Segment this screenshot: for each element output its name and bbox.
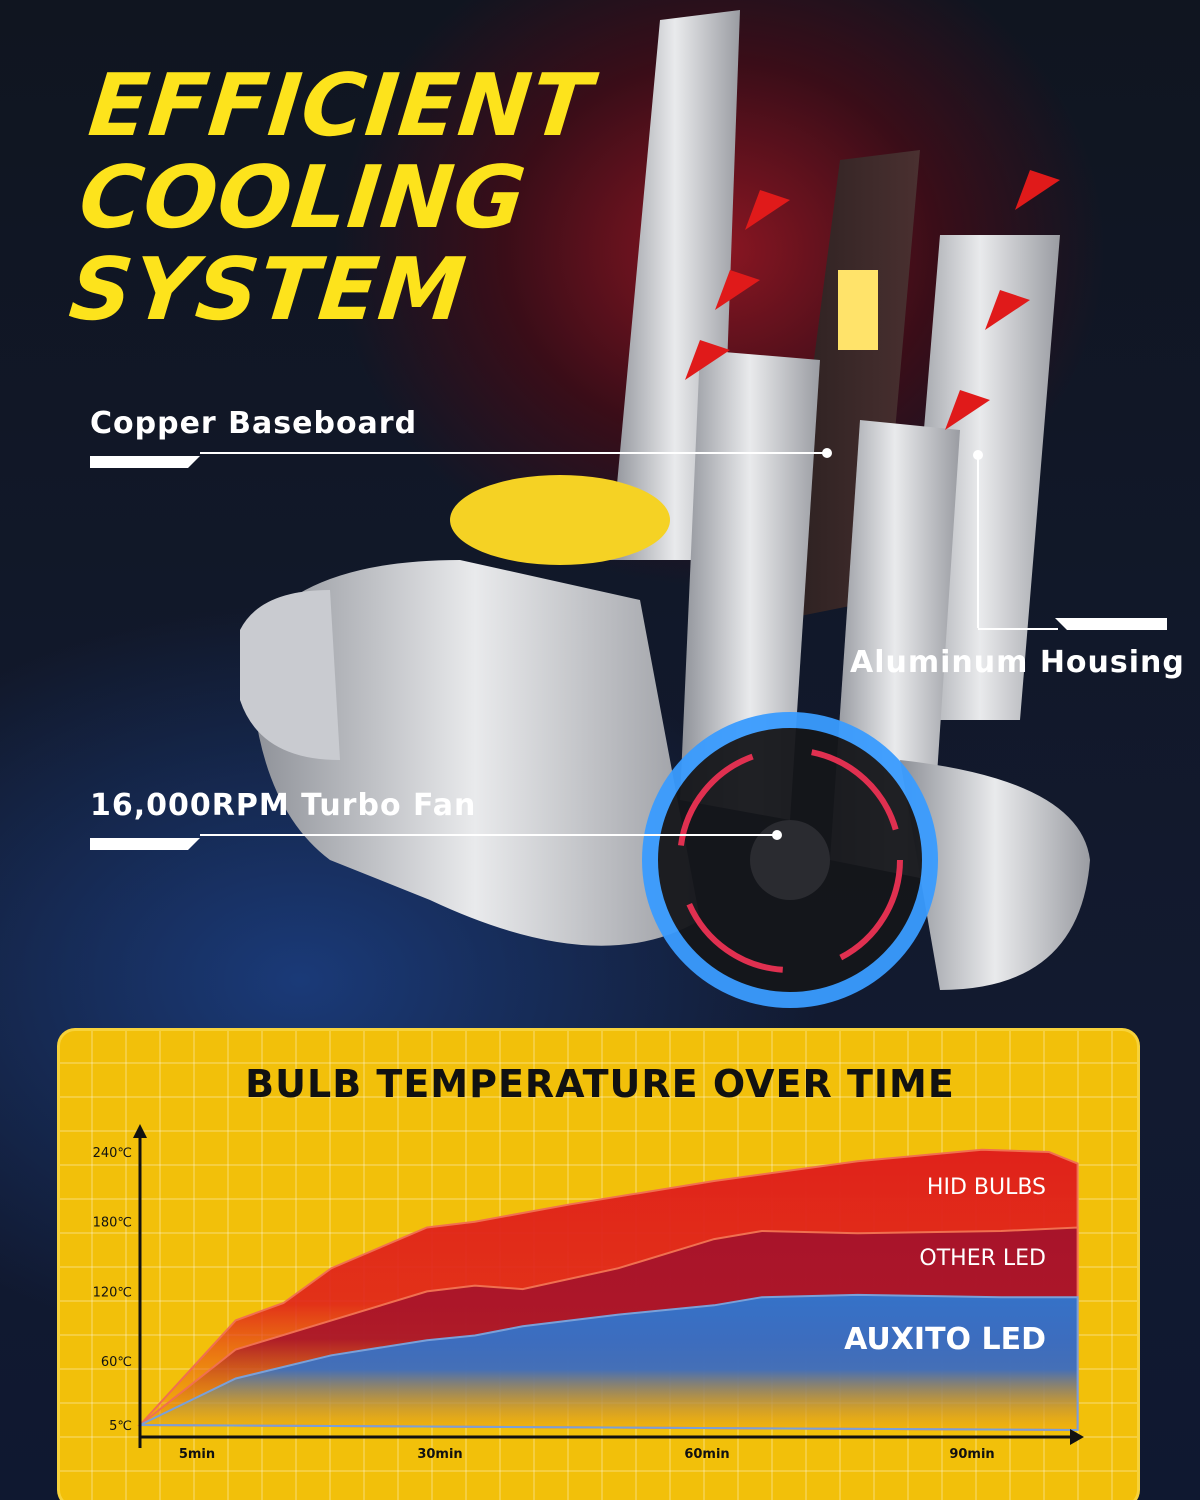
callout-turbo-fan: 16,000RPM Turbo Fan: [90, 788, 477, 823]
callout-aluminum-housing: Aluminum Housing: [850, 645, 1185, 680]
led-bulb-illustration: [240, 10, 1090, 1008]
series-label: HID BULBS: [927, 1175, 1046, 1200]
y-tick-label: 120℃: [93, 1285, 132, 1300]
y-tick-label: 240℃: [93, 1146, 132, 1161]
callout-dot: [822, 448, 832, 458]
callout-line: [200, 834, 775, 836]
x-tick-label: 90min: [949, 1447, 994, 1462]
chart-title: BULB TEMPERATURE OVER TIME: [245, 1062, 955, 1106]
x-tick-label: 30min: [417, 1447, 462, 1462]
series-label: AUXITO LED: [844, 1322, 1046, 1357]
y-axis-arrow: [133, 1124, 147, 1138]
callout-copper-baseboard: Copper Baseboard: [90, 406, 418, 441]
callout-dot: [772, 830, 782, 840]
callout-line: [977, 455, 979, 628]
y-tick-label: 60℃: [101, 1355, 132, 1370]
x-axis-arrow: [1070, 1429, 1084, 1445]
x-tick-label: 60min: [684, 1447, 729, 1462]
callout-bar: [90, 456, 200, 468]
callout-line: [200, 452, 825, 454]
airflow-arrows: [685, 170, 1060, 430]
y-tick-label: 5℃: [109, 1419, 132, 1434]
series-label: OTHER LED: [919, 1246, 1046, 1271]
callout-line: [978, 628, 1058, 630]
callout-dot: [973, 450, 983, 460]
x-tick-label: 5min: [179, 1447, 215, 1462]
callout-bar: [90, 838, 200, 850]
series-area-auxito-led: [139, 1293, 1079, 1432]
y-tick-label: 180℃: [93, 1216, 132, 1231]
